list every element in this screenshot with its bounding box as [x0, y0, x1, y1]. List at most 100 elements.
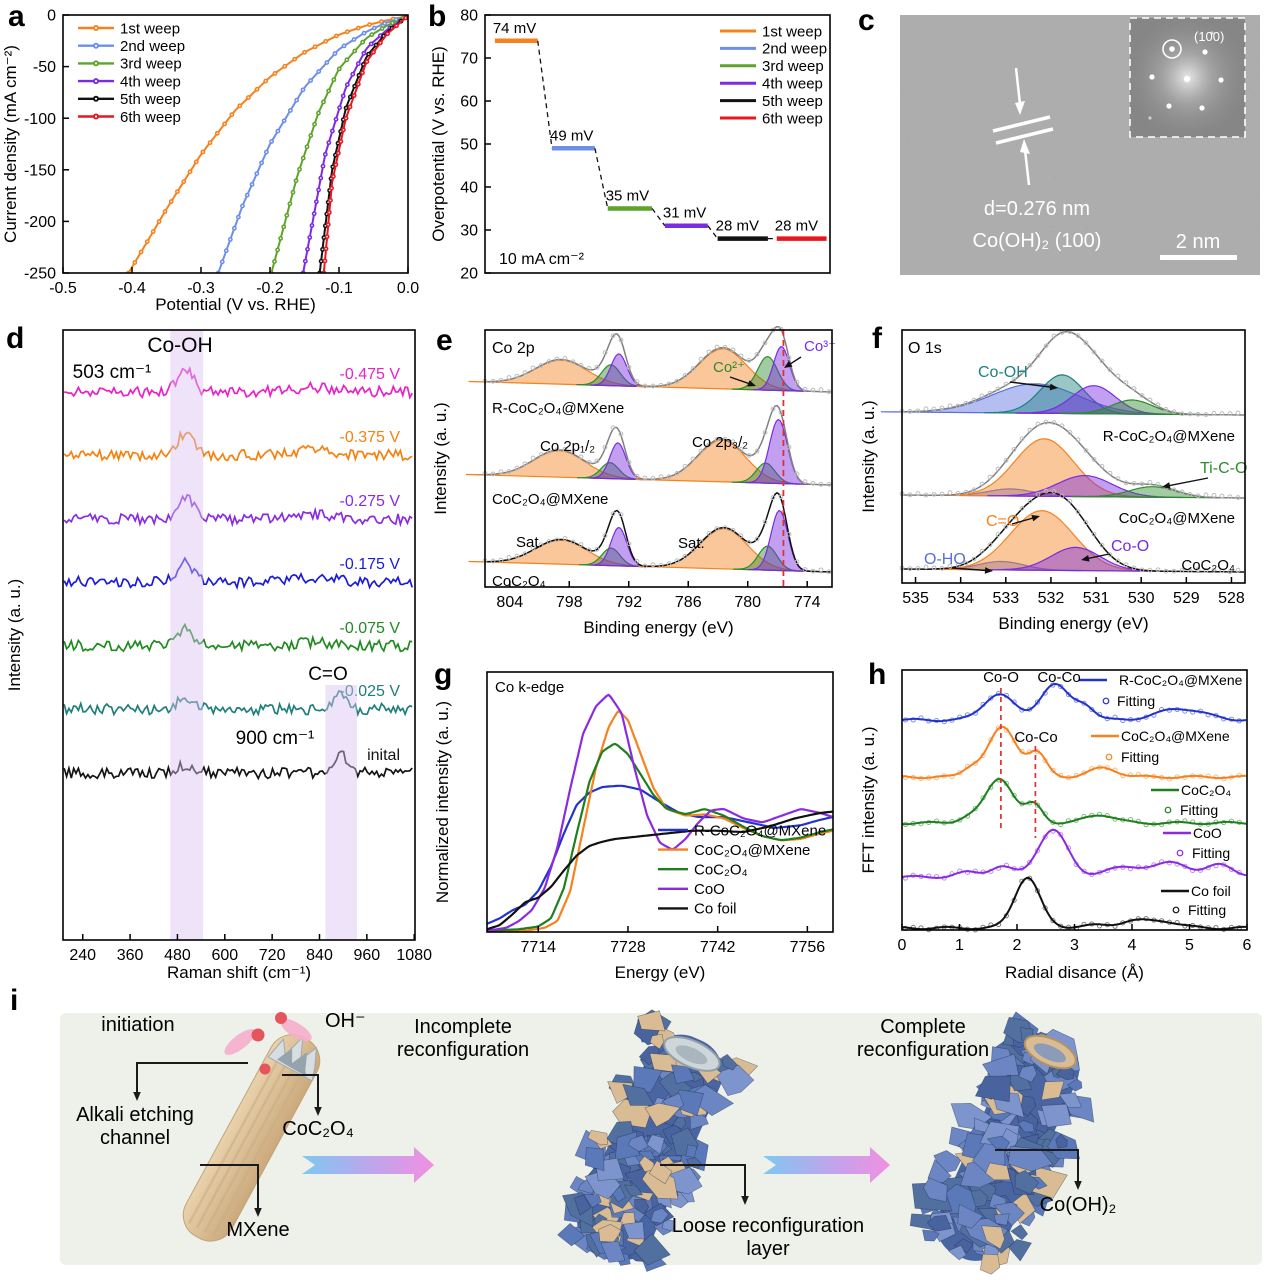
x-tick-label: 792: [615, 594, 642, 611]
step-value-label: 49 mV: [550, 127, 593, 144]
fitting-point: [1019, 707, 1025, 713]
splash: [280, 1018, 312, 1042]
fft-100-spot-circle: [1162, 39, 1182, 59]
incomplete-reconfiguration-label: reconfiguration: [397, 1039, 529, 1061]
fitting-point: [1027, 706, 1033, 712]
fitting-point: [1081, 770, 1087, 776]
fitting-point: [1104, 765, 1110, 771]
x-tick-label: 535: [902, 590, 929, 607]
fitting-point: [1166, 819, 1172, 825]
potential-label: -0.175 V: [340, 556, 401, 573]
plot-frame: [62, 14, 409, 274]
sample-label: CoC₂O₄@MXene: [1119, 510, 1235, 527]
x-tick-label: 774: [794, 594, 821, 611]
xps-component: [731, 462, 800, 485]
reconfigured-nanorod: [557, 1009, 759, 1272]
x-tick-label: -0.4: [118, 280, 146, 297]
fitting-point: [980, 752, 986, 759]
step-value-label: 74 mV: [493, 20, 536, 37]
fitting-point: [1112, 923, 1118, 929]
fitting-point: [1011, 897, 1017, 903]
annotation: Co³⁺: [804, 338, 836, 355]
annotation: Co²⁺: [713, 359, 745, 376]
fitting-point: [980, 795, 986, 801]
fitting-point: [1081, 868, 1087, 874]
fitting-point: [910, 717, 916, 723]
x-tick-label: -0.1: [325, 280, 353, 297]
fitting-point: [1058, 683, 1064, 690]
fitting-point: [964, 813, 971, 819]
legend-item-label: 4th weep: [120, 73, 181, 90]
fitting-point: [1120, 817, 1126, 823]
fitting-point: [1182, 774, 1188, 780]
phase-label: Co(OH)₂ (100): [973, 230, 1102, 252]
fitting-point: [1143, 714, 1149, 720]
annotation: Sat.: [516, 534, 543, 551]
raman-spectrum: [63, 690, 413, 718]
fitting-point: [1011, 699, 1017, 705]
fitting-point: [1073, 697, 1079, 703]
x-axis-label: Binding energy (eV): [583, 618, 733, 637]
fitting-point: [1096, 923, 1103, 929]
fitting-point: [957, 714, 963, 720]
fitting-point: [1120, 717, 1126, 724]
annotation: Co-OH: [978, 364, 1028, 381]
fitting-point: [1112, 767, 1118, 773]
x-tick-label: 480: [164, 947, 191, 964]
pointer-line: [660, 1164, 746, 1201]
annotation: Co 2p: [492, 340, 535, 357]
oh-ion: [251, 1028, 265, 1042]
fitting-point: [1190, 819, 1196, 825]
panel-g-xanes-chart: 7714 7728 7742 7756 Energy (eV) Normalized in…: [433, 671, 834, 982]
mxene-label: MXene: [226, 1219, 289, 1241]
fitting-point: [1174, 919, 1180, 926]
raman-spectrum: [64, 366, 413, 400]
fitting-point: [1151, 862, 1157, 868]
y-axis-label: Overpotential (V vs. RHE): [429, 46, 448, 242]
y-tick-label: 40: [460, 180, 478, 197]
fitting-point: [1135, 818, 1141, 824]
complete-reconfiguration-label: reconfiguration: [857, 1039, 989, 1061]
fitting-point: [918, 775, 924, 782]
raman-spectrum: [63, 556, 414, 591]
fitting-point: [1190, 922, 1196, 929]
y-tick-label: 70: [460, 51, 478, 68]
panel-c-tem-image: d=0.276 nm Co(OH)₂ (100) 2 nm (100): [900, 15, 1260, 275]
x-tick-label: 780: [734, 594, 761, 611]
fitting-point: [918, 873, 924, 879]
y-tick-label: 60: [460, 94, 478, 111]
pointer-line: [282, 1074, 319, 1112]
annotation: 900 cm⁻¹: [236, 728, 315, 749]
fitting-point: [1159, 918, 1165, 924]
x-tick-label: -0.3: [187, 280, 215, 297]
fitting-point: [910, 872, 916, 878]
fitting-point: [1182, 923, 1188, 929]
panel-label-a: a: [8, 0, 25, 33]
scale-bar-label: 2 nm: [1176, 231, 1220, 253]
fitting-point: [972, 806, 978, 812]
reconfigured-nanorod: [909, 1011, 1095, 1275]
legend: R-CoC₂O₄@MXene CoC₂O₄@MXene CoC₂O₄ CoO Co fo…: [658, 822, 826, 918]
fft-100-label: (100): [1194, 29, 1224, 44]
legend-item-label: 6th weep: [120, 109, 181, 126]
fitting-point: [1205, 773, 1211, 779]
x-tick-label: 5: [1185, 937, 1194, 954]
x-tick-label: 531: [1083, 590, 1110, 607]
fitting-point: [1127, 816, 1134, 823]
x-tick-label: 786: [675, 594, 702, 611]
xps-envelope: [902, 330, 1244, 416]
lsv-curve: [302, 15, 408, 273]
fitting-point: [1065, 818, 1072, 824]
fitting-point: [1166, 919, 1172, 925]
legend-item-label: 1st weep: [120, 20, 180, 37]
series-label: CoC₂O₄@MXene: [1121, 728, 1230, 744]
xanes-curve: [487, 784, 833, 925]
annotation: 503 cm⁻¹: [73, 362, 152, 383]
fitting-point: [1127, 717, 1134, 723]
fitting-point: [980, 869, 986, 875]
fitting-point: [941, 924, 947, 930]
fitting-point: [1197, 773, 1204, 779]
legend-item-label: R-CoC₂O₄@MXene: [694, 822, 826, 839]
x-tick-label: -0.5: [49, 280, 77, 297]
bond-annotation: Co-Co: [1014, 729, 1057, 746]
